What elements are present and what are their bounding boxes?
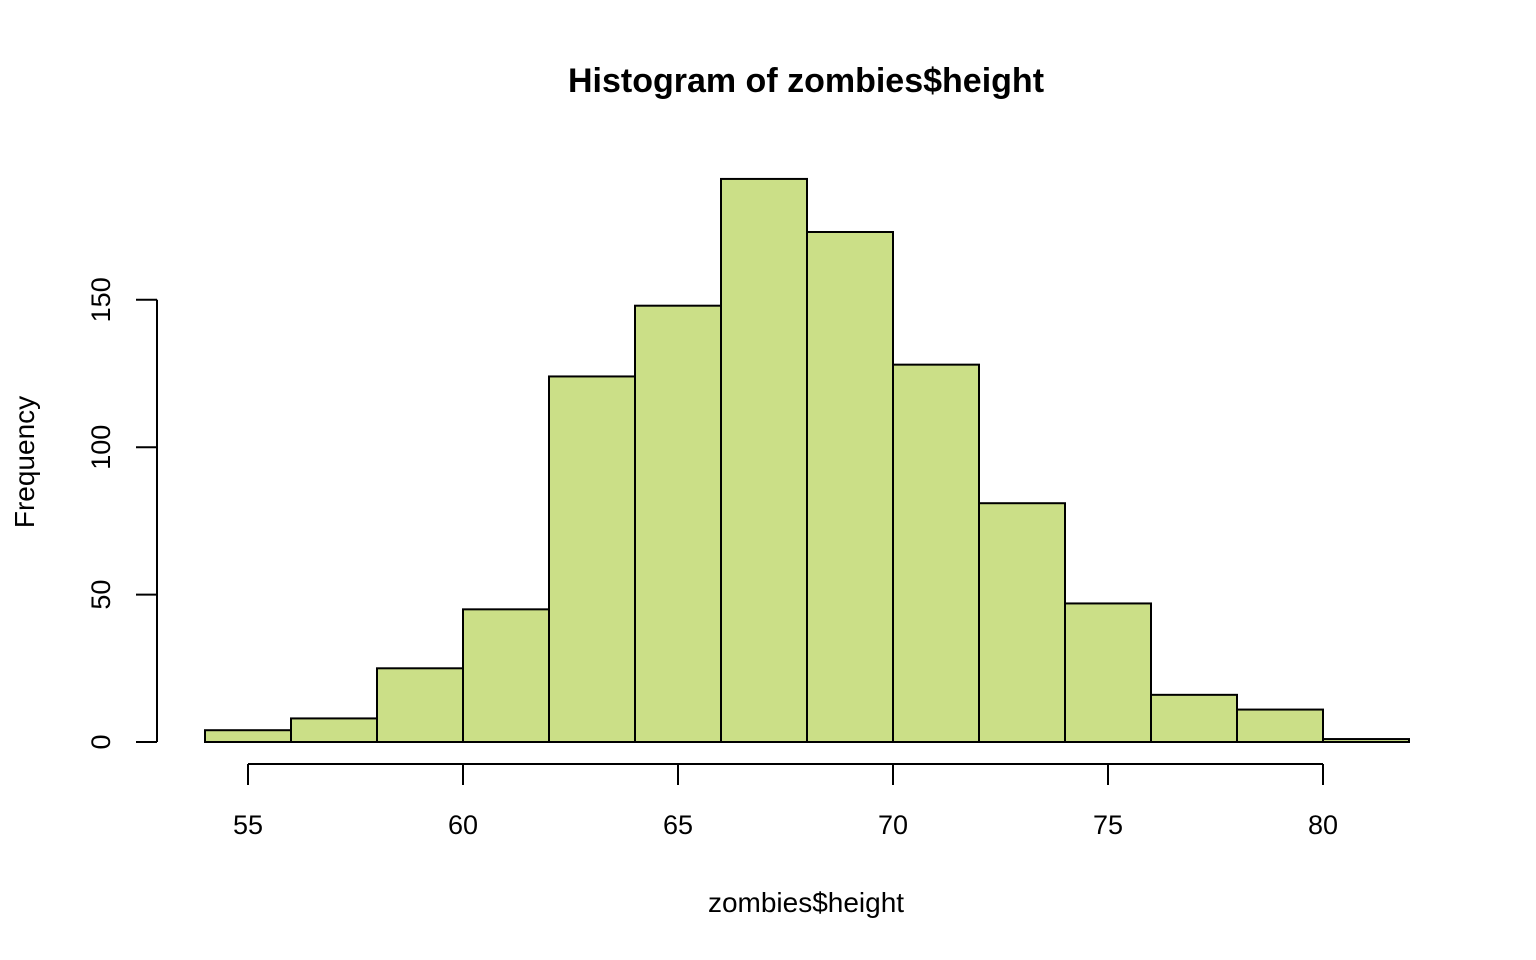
- y-tick-label: 50: [86, 580, 116, 610]
- histogram-bar-10: [1064, 602, 1152, 743]
- histogram-bar-11: [1150, 693, 1238, 743]
- bars-group: [204, 177, 1410, 744]
- y-tick-label: 0: [86, 734, 116, 749]
- histogram-bar-5: [634, 304, 722, 743]
- histogram-bar-7: [806, 230, 894, 743]
- x-tick-label: 80: [1308, 810, 1338, 840]
- histogram-bar-1: [290, 717, 378, 744]
- y-tick-label: 100: [86, 425, 116, 470]
- histogram-bar-9: [978, 502, 1066, 743]
- histogram-bar-0: [204, 729, 292, 744]
- histogram-bar-2: [376, 667, 464, 743]
- x-tick-label: 65: [663, 810, 693, 840]
- histogram-bar-4: [548, 375, 636, 743]
- x-axis: 55 60 65 70 75 80: [233, 763, 1338, 840]
- histogram-bar-8: [892, 363, 980, 743]
- x-axis-label: zombies$height: [708, 887, 904, 918]
- x-tick-label: 75: [1093, 810, 1123, 840]
- x-tick-label: 70: [878, 810, 908, 840]
- histogram-bar-12: [1236, 708, 1324, 744]
- y-axis-label: Frequency: [9, 396, 40, 528]
- y-tick-label: 150: [86, 277, 116, 322]
- x-tick-label: 60: [448, 810, 478, 840]
- histogram-bar-3: [462, 608, 550, 744]
- x-tick-label: 55: [233, 810, 263, 840]
- histogram-bar-6: [720, 177, 808, 743]
- y-axis: 0 50 100 150: [86, 277, 158, 750]
- histogram-bar-13: [1322, 738, 1410, 744]
- chart-title: Histogram of zombies$height: [568, 62, 1044, 100]
